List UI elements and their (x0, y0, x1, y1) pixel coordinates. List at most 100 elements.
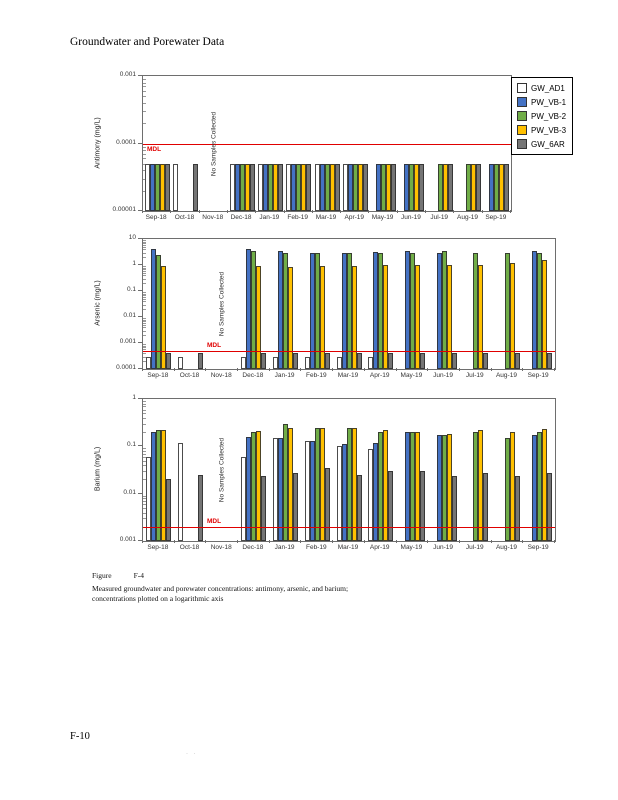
bar-GW_AD1 (178, 442, 184, 541)
y-minor-tick (143, 150, 146, 152)
x-tick-label: Feb-19 (287, 214, 308, 221)
x-tick-mark (170, 210, 172, 213)
y-tick-mark (138, 210, 142, 211)
bar-GW_6AR (198, 474, 204, 541)
bar-PW_VB-2 (346, 427, 352, 541)
bar-GW_6AR (362, 163, 368, 211)
x-tick-label: Feb-19 (305, 544, 327, 551)
bar-PW_VB-3 (256, 266, 262, 369)
bar-GW_6AR (277, 163, 283, 211)
bar-PW_VB-2 (381, 163, 387, 211)
y-minor-tick (143, 518, 146, 520)
y-minor-tick (143, 309, 146, 311)
x-tick-mark (237, 540, 239, 543)
bar-GW_AD1 (273, 438, 279, 541)
y-minor-tick (143, 272, 146, 274)
bar-GW_AD1 (172, 163, 178, 211)
bar-PW_VB-3 (446, 265, 452, 369)
y-minor-tick (143, 471, 146, 473)
bar-PW_VB-1 (309, 252, 315, 369)
bar-PW_VB-2 (283, 252, 289, 369)
x-tick-label: Jan-19 (274, 544, 295, 551)
bar-GW_6AR (447, 163, 453, 211)
bar-PW_VB-1 (234, 163, 240, 211)
bar-PW_VB-3 (272, 163, 278, 211)
y-minor-tick (143, 243, 146, 245)
y-minor-tick (143, 178, 146, 180)
x-tick-mark (510, 210, 511, 213)
x-tick-mark (368, 210, 370, 213)
bar-PW_VB-1 (531, 250, 537, 369)
y-minor-tick (143, 102, 146, 104)
bar-GW_AD1 (368, 356, 374, 369)
y-tick-label: 0.1 (126, 286, 136, 293)
bar-PW_VB-3 (159, 163, 165, 211)
y-minor-tick (143, 170, 146, 172)
bar-GW_AD1 (304, 440, 310, 541)
bar-GW_6AR (388, 353, 394, 369)
x-tick-label: May-19 (400, 372, 423, 379)
bar-GW_6AR (451, 475, 457, 541)
bar-PW_VB-1 (262, 163, 268, 211)
antimony-chart: MDL No Samples Collected Antimony (mg/L) 0.… (95, 71, 512, 221)
bar-PW_VB-1 (291, 163, 297, 211)
bar-PW_VB-1 (151, 432, 157, 541)
y-minor-tick (143, 456, 146, 458)
bar-PW_VB-2 (494, 163, 500, 211)
y-minor-tick (143, 448, 146, 450)
figure-caption: Figure F-4 Measured groundwater and porew… (92, 571, 348, 605)
caption-line-2: concentrations plotted on a logarithmic … (92, 594, 224, 603)
y-minor-tick (143, 348, 146, 350)
bar-PW_VB-1 (404, 432, 410, 541)
bar-GW_AD1 (286, 163, 292, 211)
x-tick-mark (332, 540, 334, 543)
bar-GW_6AR (504, 163, 510, 211)
y-minor-tick (143, 498, 146, 500)
bar-PW_VB-1 (347, 163, 353, 211)
y-minor-tick (143, 163, 146, 165)
legend-item: PW_VB-1 (517, 97, 566, 107)
y-minor-tick (143, 241, 146, 243)
y-tick-label: 10 (128, 234, 136, 241)
bar-PW_VB-2 (314, 253, 320, 369)
bar-GW_6AR (293, 472, 299, 541)
legend-item: PW_VB-2 (517, 111, 566, 121)
bar-PW_VB-1 (151, 249, 157, 369)
bar-PW_VB-2 (352, 163, 358, 211)
y-minor-tick (143, 111, 146, 113)
y-minor-tick (143, 146, 146, 148)
x-tick-mark (340, 210, 342, 213)
y-minor-tick (143, 266, 146, 268)
y-tick-label: 1 (132, 394, 136, 401)
bar-GW_6AR (391, 163, 397, 211)
bar-PW_VB-2 (378, 252, 384, 369)
bar-GW_6AR (514, 475, 520, 541)
y-tick-mark (138, 142, 142, 144)
bar-PW_VB-2 (251, 432, 257, 541)
bar-PW_VB-1 (319, 163, 325, 211)
y-minor-tick (143, 278, 146, 280)
bar-PW_VB-3 (446, 434, 452, 541)
x-tick-mark (173, 368, 175, 371)
bar-PW_VB-3 (301, 163, 307, 211)
bar-GW_6AR (451, 353, 457, 369)
y-minor-tick (143, 479, 146, 481)
x-tick-mark (332, 368, 334, 371)
bar-PW_VB-2 (473, 253, 479, 369)
legend-swatch-PW_VB-2 (517, 111, 527, 121)
bar-GW_6AR (356, 353, 362, 369)
y-minor-tick (143, 453, 146, 455)
bar-PW_VB-2 (296, 163, 302, 211)
y-minor-tick (143, 190, 146, 192)
x-tick-label: Jul-19 (465, 544, 484, 551)
bar-PW_VB-3 (288, 266, 294, 369)
bar-PW_VB-1 (489, 163, 495, 211)
y-minor-tick (143, 465, 146, 467)
bar-PW_VB-3 (319, 266, 325, 369)
x-tick-mark (554, 540, 555, 543)
no-samples-note: No Samples Collected (218, 271, 226, 337)
y-minor-tick (143, 79, 146, 81)
y-minor-tick (143, 500, 146, 502)
x-tick-label: Mar-19 (315, 214, 337, 221)
y-axis-title: Barium (mg/L) (94, 446, 102, 492)
